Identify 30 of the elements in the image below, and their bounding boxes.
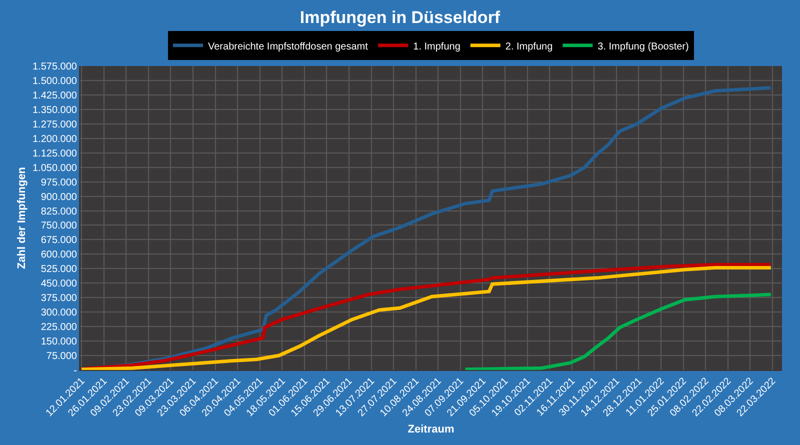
legend-label: 1. Impfung [413,41,460,52]
y-tick-label: 900.000 [40,192,78,203]
y-axis-title: Zahl der Impfungen [16,166,28,270]
y-tick-label: 75.000 [46,351,78,362]
x-axis-title: Zeitraum [408,423,454,436]
y-tick-label: 1.050.000 [32,162,78,174]
y-tick-label: - [74,366,77,376]
y-tick-label: 600.000 [40,250,78,261]
y-tick-label: 1.425.000 [32,90,78,102]
legend-label: 2. Impfung [505,41,553,52]
y-tick-label: 150.000 [40,336,78,348]
y-tick-label: 300.000 [40,308,78,319]
y-tick-label: 450.000 [40,278,78,290]
y-tick-label: 750.000 [40,220,78,232]
line-series [463,292,773,370]
y-tick-label: 1.350.000 [32,104,78,116]
y-tick-label: 1.275.000 [32,119,78,130]
y-tick-label: 225.000 [40,322,78,334]
legend-label: 3. Impfung (Booster) [598,41,689,52]
y-tick-label: 1.575.000 [32,62,78,72]
y-tick-label: 975.000 [40,177,78,188]
y-tick-label: 825.000 [40,206,78,218]
legend-label: Verabreichte Impfstoffdosen gesamt [208,41,368,52]
y-tick-label: 675.000 [40,235,78,246]
y-tick-label: 375.000 [40,293,78,304]
y-tick-label: 1.200.000 [32,134,78,145]
chart-title: Impfungen in Düsseldorf [300,8,500,28]
y-tick-label: 1.125.000 [32,148,78,160]
y-tick-label: 525.000 [40,264,78,276]
y-tick-label: 1.500.000 [32,76,78,87]
